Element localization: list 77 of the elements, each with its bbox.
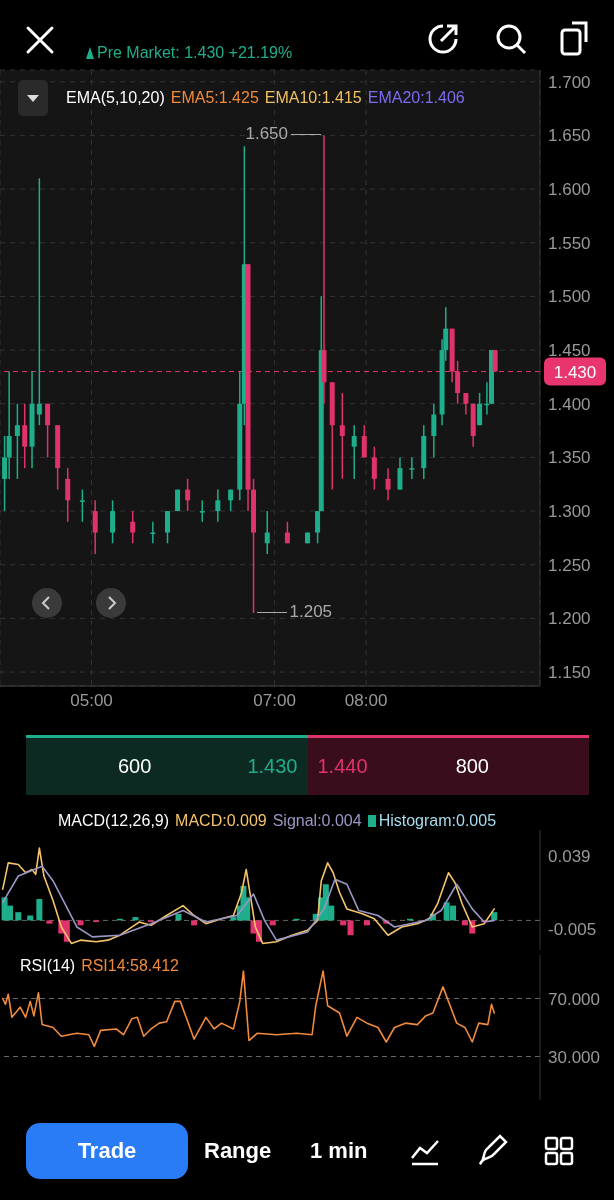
candlestick	[36, 177, 42, 426]
annotation: EMA(5,10,20)	[66, 89, 165, 106]
candlestick	[185, 478, 191, 512]
y-tick-label: 30.000	[548, 1047, 600, 1067]
y-tick-label: 1.200	[548, 609, 591, 629]
annotation: 1.205	[289, 602, 333, 623]
annotation: EMA20:1.406	[367, 89, 465, 106]
y-tick-label: 0.039	[548, 847, 591, 867]
line-series	[1, 847, 496, 945]
candlestick	[351, 424, 357, 480]
candlestick	[199, 499, 205, 523]
bar	[36, 899, 43, 921]
bar	[269, 920, 276, 926]
bar	[191, 920, 198, 926]
candlestick	[22, 403, 28, 469]
text: Signal:0.004	[272, 812, 362, 830]
candlestick	[110, 499, 116, 545]
text: Range	[204, 1138, 272, 1164]
bar	[46, 920, 53, 924]
candlestick	[477, 392, 483, 426]
text: 1 min	[310, 1138, 368, 1164]
bar	[364, 920, 371, 926]
y-tick-label: 1.450	[548, 341, 591, 361]
text: MACD:0.009	[175, 812, 267, 830]
bar	[27, 915, 34, 921]
y-tick-label: 1.400	[548, 394, 591, 414]
candlestick	[65, 467, 71, 523]
y-tick-label: 1.350	[548, 448, 591, 468]
candlestick	[14, 403, 20, 480]
y-tick-label: 1.700	[548, 72, 591, 92]
candlestick	[409, 456, 415, 480]
y-tick-label: 1.250	[548, 555, 591, 575]
legend-label: Histogram:0.005	[377, 812, 497, 830]
bar	[132, 917, 139, 921]
candlestick	[130, 510, 136, 545]
bar	[77, 920, 84, 926]
x-tick-label: 05:00	[70, 691, 113, 711]
candlestick	[431, 403, 437, 459]
candlestick	[397, 456, 403, 491]
candlestick	[385, 467, 391, 502]
y-tick-label: 70.000	[548, 989, 600, 1009]
candlestick	[6, 370, 12, 480]
y-tick-label: -0.005	[548, 919, 597, 939]
candlestick	[79, 488, 85, 523]
bar	[15, 912, 22, 921]
x-tick-label: 08:00	[344, 691, 388, 711]
y-tick-label: 1.550	[548, 233, 591, 253]
annotation: EMA5:1.425	[170, 89, 259, 106]
chart-title: RSI(14)	[20, 957, 76, 975]
bar	[175, 913, 182, 921]
candlestick	[371, 445, 377, 491]
quote-panel: 600 1.430 1.440 800	[26, 735, 589, 795]
candlestick	[361, 424, 367, 459]
candlestick	[92, 499, 98, 555]
ref-line-label: 1.430	[553, 362, 597, 382]
bar	[491, 912, 498, 921]
text: Trade	[26, 1123, 188, 1179]
y-tick-label: 1.650	[548, 126, 591, 146]
candlestick	[164, 510, 170, 545]
y-tick-label: 1.300	[548, 502, 591, 522]
y-tick-label: 1.150	[548, 663, 591, 683]
chart-title: MACD(12,26,9)	[57, 812, 170, 830]
candlestick	[339, 392, 345, 480]
annotation: EMA10:1.415	[264, 89, 362, 106]
chart-subtitle: Pre Market: 1.430 +21.19%	[97, 44, 293, 62]
candlestick	[463, 392, 469, 416]
bar	[347, 920, 354, 936]
x-tick-label: 07:00	[253, 691, 296, 711]
annotation: 1.650	[245, 124, 288, 145]
y-tick-label: 1.600	[548, 180, 591, 200]
series-label: RSI14:58.412	[81, 957, 179, 975]
y-tick-label: 1.500	[548, 287, 591, 307]
bar	[340, 920, 347, 926]
candlestick	[264, 510, 270, 555]
candlestick	[45, 403, 51, 459]
candlestick	[215, 488, 221, 523]
line-series	[1, 865, 496, 941]
